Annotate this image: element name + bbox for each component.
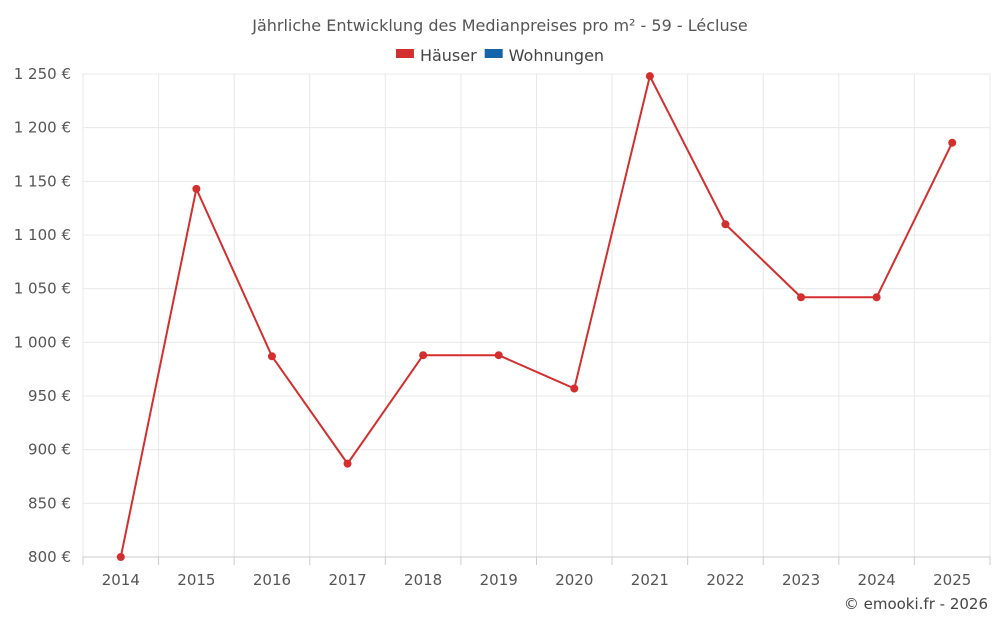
legend-label: Häuser (420, 46, 477, 65)
x-tick-label: 2015 (177, 571, 215, 589)
data-point[interactable] (948, 138, 957, 147)
x-tick-label: 2014 (102, 571, 140, 589)
x-tick-label: 2022 (706, 571, 744, 589)
legend-swatch (395, 49, 414, 58)
data-point[interactable] (494, 351, 503, 360)
x-tick-label: 2019 (480, 571, 518, 589)
y-tick-label: 1 050 € (14, 280, 71, 298)
y-tick-label: 1 100 € (14, 226, 71, 244)
series-line-häuser (119, 75, 954, 558)
y-tick-label: 800 € (28, 548, 71, 566)
data-point[interactable] (721, 220, 730, 229)
x-tick-label: 2024 (858, 571, 896, 589)
y-tick-label: 1 250 € (14, 65, 71, 83)
data-point[interactable] (267, 352, 276, 361)
y-tick-label: 1 150 € (14, 172, 71, 190)
legend-item[interactable]: Wohnungen (484, 46, 604, 65)
data-point[interactable] (116, 553, 125, 561)
x-tick-label: 2018 (404, 571, 442, 589)
y-tick-label: 1 000 € (14, 333, 71, 351)
legend-item[interactable]: Häuser (395, 46, 477, 65)
y-tick-label: 1 200 € (14, 119, 71, 137)
x-tick-label: 2020 (555, 571, 593, 589)
x-tick-label: 2023 (782, 571, 820, 589)
series-layer (116, 72, 957, 561)
credit-text: © emooki.fr - 2026 (844, 595, 988, 613)
data-point[interactable] (192, 184, 201, 193)
y-tick-label: 900 € (28, 441, 71, 459)
data-point[interactable] (872, 293, 881, 302)
chart-title: Jährliche Entwicklung des Medianpreises … (251, 16, 748, 35)
data-point[interactable] (645, 72, 654, 81)
legend-label: Wohnungen (509, 46, 604, 65)
data-point[interactable] (797, 293, 806, 302)
x-tick-label: 2017 (328, 571, 366, 589)
data-point[interactable] (570, 384, 579, 393)
grid (82, 73, 991, 558)
legend: Häuser Wohnungen (395, 46, 604, 65)
data-point[interactable] (419, 351, 428, 360)
legend-swatch (484, 49, 503, 58)
y-tick-label: 850 € (28, 494, 71, 512)
y-tick-label: 950 € (28, 387, 71, 405)
x-tick-label: 2021 (631, 571, 669, 589)
data-point[interactable] (343, 459, 352, 468)
x-tick-label: 2016 (253, 571, 291, 589)
axes: 800 € 850 € 900 € 950 € 1 000 € 1 050 € 1 100 … (14, 65, 991, 589)
x-tick-label: 2025 (933, 571, 971, 589)
